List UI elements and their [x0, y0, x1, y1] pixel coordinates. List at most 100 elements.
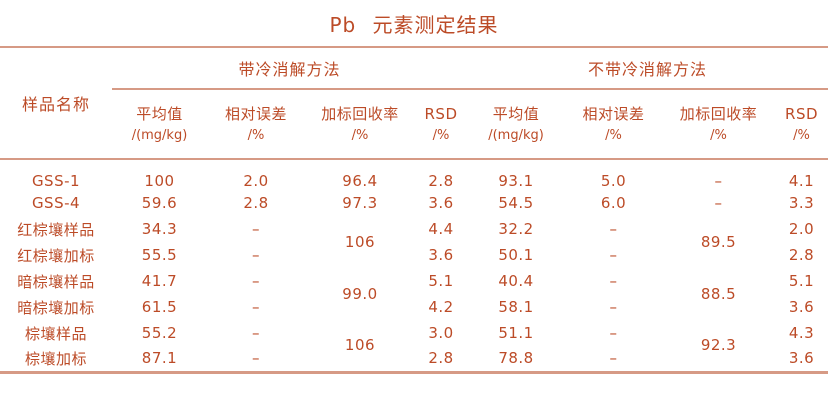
subheader-label: 相对误差: [582, 105, 645, 123]
group-header-cold-digestion: 带冷消解方法: [112, 47, 468, 90]
nocold-relative-error-cell: –: [609, 272, 618, 290]
sample-name-cell: 棕壤样品: [24, 324, 87, 343]
table-row: 暗棕壤加标 61.5 – 4.2 58.1 – 3.6: [0, 294, 828, 320]
subheader-cold-spike-recovery: 加标回收率 /%: [305, 89, 415, 160]
sample-name-cell: GSS-1: [31, 172, 81, 190]
cold-relative-error-cell: –: [252, 324, 260, 342]
cold-rsd-cell: 2.8: [428, 349, 454, 368]
cold-rsd-cell: 3.6: [428, 246, 454, 264]
subheader-cold-mean: 平均值 /(mg/kg): [112, 89, 207, 160]
nocold-relative-error-cell: –: [609, 246, 618, 264]
table-row: 红棕壤加标 55.5 – 3.6 50.1 – 2.8: [0, 242, 828, 268]
nocold-rsd-cell: 2.0: [788, 220, 815, 238]
sample-name-cell: 暗棕壤样品: [17, 272, 95, 291]
cold-relative-error-cell: –: [252, 272, 260, 290]
nocold-relative-error-cell: 6.0: [600, 194, 627, 212]
subheader-unit: /%: [432, 128, 450, 143]
nocold-recovery-cell: –: [714, 194, 723, 212]
cold-relative-error-cell: –: [252, 246, 260, 264]
subheader-unit: /(mg/kg): [488, 128, 544, 143]
subheader-unit: /%: [710, 128, 727, 143]
subheader-nocold-mean: 平均值 /(mg/kg): [467, 89, 566, 160]
subheader-label: 加标回收率: [679, 105, 758, 123]
results-table: 样品名称 带冷消解方法 不带冷消解方法 平均值 /(mg/kg) 相对误差 /%…: [0, 46, 828, 374]
group-header-no-cold-digestion: 不带冷消解方法: [467, 47, 828, 90]
nocold-rsd-cell: 5.1: [788, 272, 815, 290]
subheader-label: 相对误差: [224, 105, 287, 123]
nocold-mean-cell: 51.1: [498, 324, 534, 342]
nocold-mean-cell: 40.4: [498, 272, 534, 290]
table-row: 暗棕壤样品 41.7 – 99.0 5.1 40.4 – 88.5 5.1: [0, 268, 828, 303]
cold-mean-cell: 41.7: [141, 272, 178, 290]
sample-name-cell: 棕壤加标: [24, 349, 87, 368]
nocold-mean-cell: 93.1: [498, 172, 534, 190]
nocold-rsd-cell: 4.3: [788, 324, 815, 342]
cold-mean-cell: 55.2: [141, 324, 178, 342]
cold-mean-cell: 100: [144, 172, 175, 190]
cold-mean-cell: 61.5: [141, 298, 178, 316]
sample-name-cell: 红棕壤样品: [17, 220, 95, 239]
cold-rsd-cell: 3.6: [428, 194, 454, 212]
cold-rsd-cell: 4.4: [428, 220, 454, 238]
nocold-mean-cell: 32.2: [498, 220, 534, 238]
table-row: 棕壤样品 55.2 – 106 3.0 51.1 – 92.3 4.3: [0, 320, 828, 354]
nocold-relative-error-cell: –: [609, 298, 618, 316]
header-group-row: 样品名称 带冷消解方法 不带冷消解方法: [0, 47, 828, 160]
cold-recovery-merged-cell: 99.0: [342, 285, 378, 303]
subheader-nocold-spike-recovery: 加标回收率 /%: [662, 89, 776, 160]
subheader-unit: /%: [793, 128, 810, 143]
nocold-mean-cell: 58.1: [498, 298, 534, 316]
cold-relative-error-cell: 2.0: [243, 172, 269, 190]
cold-relative-error-cell: –: [252, 349, 260, 368]
cold-recovery-merged-cell: 106: [344, 336, 376, 355]
sample-name-cell: 暗棕壤加标: [17, 298, 95, 317]
cold-mean-cell: 59.6: [141, 194, 178, 212]
cold-mean-cell: 55.5: [141, 246, 178, 264]
header-sub-row: 平均值 /(mg/kg) 相对误差 /% 加标回收率 /% RSD /% 平均值: [0, 89, 828, 160]
cold-recovery-merged-cell: 106: [344, 233, 376, 251]
subheader-label: 平均值: [136, 105, 183, 123]
nocold-rsd-cell: 3.3: [788, 194, 815, 212]
nocold-rsd-cell: 3.6: [788, 298, 815, 316]
nocold-mean-cell: 78.8: [498, 349, 534, 368]
cold-mean-cell: 34.3: [141, 220, 178, 238]
cold-relative-error-cell: 2.8: [243, 194, 269, 212]
nocold-relative-error-cell: –: [609, 349, 618, 368]
sample-name-column-header: 样品名称: [0, 47, 112, 160]
nocold-rsd-cell: 3.6: [788, 349, 815, 368]
nocold-mean-cell: 54.5: [498, 194, 534, 212]
nocold-recovery-merged-cell: 89.5: [700, 233, 737, 251]
nocold-relative-error-cell: –: [609, 324, 618, 342]
subheader-unit: /%: [351, 128, 369, 143]
nocold-rsd-cell: 4.1: [788, 172, 815, 190]
cold-rsd-cell: 5.1: [428, 272, 454, 290]
cold-relative-error-cell: –: [252, 298, 260, 316]
table-row: 红棕壤样品 34.3 – 106 4.4 32.2 – 89.5 2.0: [0, 216, 828, 251]
subheader-label: 加标回收率: [321, 105, 399, 123]
cold-mean-cell: 87.1: [141, 349, 178, 368]
nocold-rsd-cell: 2.8: [788, 246, 815, 264]
subheader-cold-relative-error: 相对误差 /%: [207, 89, 305, 160]
subheader-cold-rsd: RSD /%: [415, 89, 468, 160]
cold-rsd-cell: 4.2: [428, 298, 454, 316]
table-row: 棕壤加标 87.1 – 2.8 78.8 – 3.6: [0, 346, 828, 372]
subheader-label: RSD: [785, 105, 819, 123]
subheader-nocold-rsd: RSD /%: [775, 89, 828, 160]
subheader-nocold-relative-error: 相对误差 /%: [565, 89, 663, 160]
cold-rsd-cell: 3.0: [428, 324, 454, 342]
nocold-recovery-merged-cell: 92.3: [700, 336, 737, 355]
nocold-relative-error-cell: –: [609, 220, 618, 238]
cold-rsd-cell: 2.8: [428, 172, 454, 190]
nocold-relative-error-cell: 5.0: [600, 172, 627, 190]
cold-recovery-cell: 96.4: [342, 172, 378, 190]
nocold-recovery-cell: –: [714, 172, 723, 190]
table-row: GSS-4 59.6 2.8 97.3 3.6 54.5 6.0 – 3.3: [0, 190, 828, 216]
sample-name-cell: 红棕壤加标: [17, 246, 95, 265]
sample-name-cell: GSS-4: [31, 194, 81, 212]
subheader-unit: /(mg/kg): [131, 128, 188, 143]
table-title: Pb 元素测定结果: [329, 12, 499, 37]
cold-relative-error-cell: –: [252, 220, 260, 238]
subheader-label: 平均值: [492, 105, 540, 123]
table-row: GSS-1 100 2.0 96.4 2.8 93.1 5.0 – 4.1: [0, 159, 828, 190]
